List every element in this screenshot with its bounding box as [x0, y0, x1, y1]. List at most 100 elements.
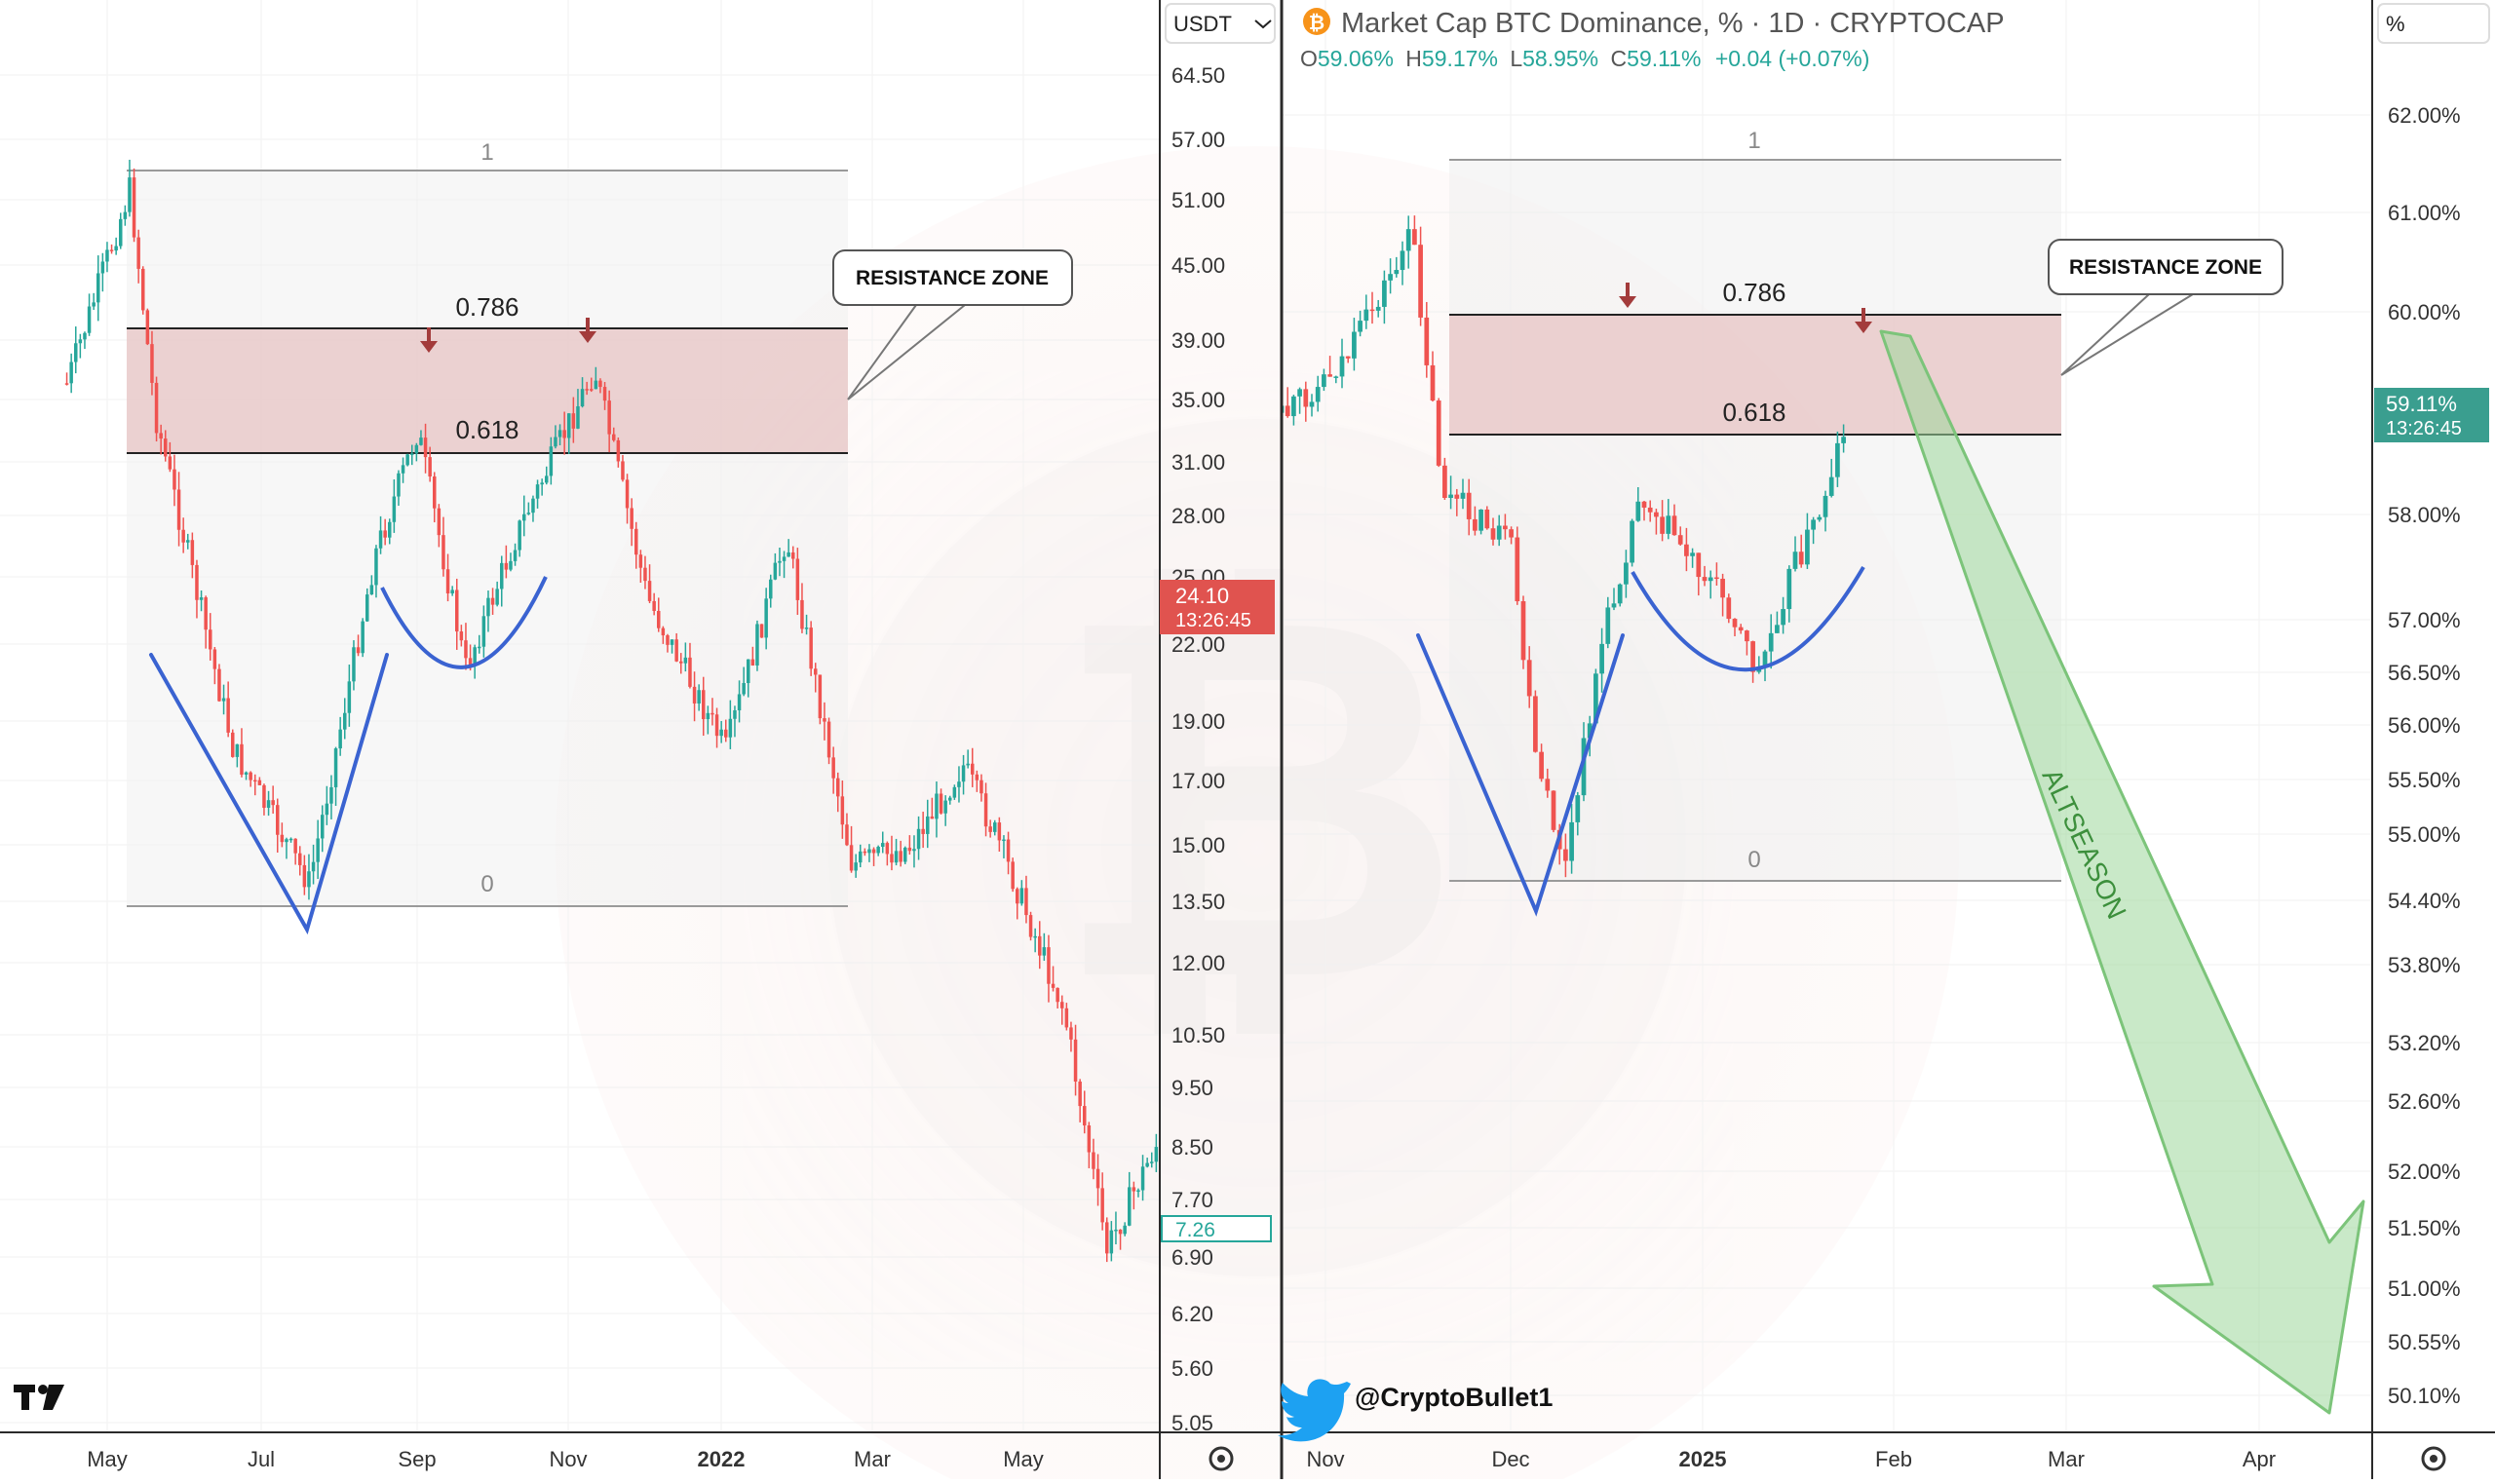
left-fib-retracement[interactable]: 1 0.786 0.618 0 — [127, 139, 848, 907]
tradingview-logo[interactable]: TV — [0, 0, 64, 1410]
candle — [1520, 595, 1526, 669]
candle — [602, 382, 607, 410]
twitter-handle[interactable]: @CryptoBullet1 — [1278, 1379, 1553, 1442]
right-resistance-callout[interactable]: RESISTANCE ZONE — [2048, 239, 2284, 376]
candle — [948, 795, 952, 805]
candle — [1358, 310, 1363, 337]
candle — [562, 411, 566, 455]
candle — [1442, 457, 1447, 500]
candle — [173, 454, 176, 507]
candle — [285, 837, 288, 859]
candle — [478, 634, 481, 654]
right-cup-pattern[interactable] — [1631, 565, 1865, 672]
candle — [1283, 405, 1285, 413]
candle — [159, 424, 163, 455]
candle — [1128, 1171, 1132, 1227]
candle — [209, 613, 212, 661]
candle — [1002, 835, 1006, 858]
candle — [221, 684, 226, 715]
candle — [1019, 880, 1024, 906]
candle — [831, 746, 835, 794]
currency-selector[interactable]: USDT — [1165, 3, 1276, 44]
left-price-tick: 51.00 — [1171, 188, 1225, 212]
left-secondary-price-badge: 7.26 — [1161, 1215, 1272, 1242]
candle — [823, 702, 826, 741]
candle — [414, 442, 419, 462]
left-resistance-callout[interactable]: RESISTANCE ZONE — [832, 249, 1073, 400]
candle — [195, 559, 199, 619]
candle — [154, 376, 159, 442]
right-fib-label-1: 1 — [1747, 128, 1760, 154]
candle — [1545, 768, 1551, 798]
candle — [1805, 513, 1810, 569]
candle — [1285, 387, 1290, 418]
right-time-scale[interactable]: Nov Dec 2025 Feb Mar Apr — [1306, 1447, 2276, 1471]
candle — [854, 854, 858, 878]
candle — [590, 377, 594, 393]
candle — [791, 546, 795, 569]
candle — [199, 590, 204, 612]
left-v-pattern[interactable] — [149, 653, 389, 935]
candle — [747, 659, 750, 698]
candle — [343, 698, 347, 740]
candle — [1484, 506, 1490, 530]
candle — [150, 330, 154, 396]
candle — [531, 495, 535, 522]
candle — [778, 547, 782, 577]
candle — [128, 159, 132, 217]
chevron-down-icon — [1254, 19, 1272, 29]
left-price-tick: 9.50 — [1171, 1076, 1213, 1100]
candle — [1123, 1222, 1127, 1237]
left-price-tick: 31.00 — [1171, 450, 1225, 475]
right-price-tick: 52.60% — [2388, 1089, 2461, 1114]
candle — [930, 797, 935, 819]
candle — [545, 466, 549, 485]
candle — [957, 766, 961, 803]
candle — [773, 552, 778, 581]
candle — [787, 539, 790, 557]
unit-selector[interactable]: % — [2377, 3, 2490, 44]
candle — [1078, 1079, 1082, 1123]
candle — [437, 504, 441, 548]
candle — [1466, 478, 1472, 536]
candle — [92, 292, 96, 310]
candle — [1038, 921, 1042, 970]
candle — [899, 840, 902, 867]
candle — [983, 782, 988, 837]
candle — [1436, 398, 1441, 468]
candle — [365, 588, 369, 623]
candle — [804, 614, 809, 635]
candle — [916, 816, 921, 860]
left-time-tick: Mar — [854, 1447, 891, 1471]
right-price-tick: 56.00% — [2388, 713, 2461, 738]
left-price-tick: 15.00 — [1171, 833, 1225, 857]
candle — [369, 575, 374, 595]
candle — [186, 533, 190, 550]
left-time-scale[interactable]: May Jul Sep Nov 2022 Mar May — [87, 1447, 1044, 1471]
right-top-arrows — [1619, 283, 1872, 333]
candle — [1726, 593, 1732, 624]
candle — [688, 642, 692, 689]
candle — [388, 518, 392, 545]
left-fib-label-0786: 0.786 — [455, 292, 518, 322]
candle — [1114, 1211, 1118, 1245]
candle — [1654, 509, 1659, 535]
right-settings-icon[interactable]: settings-icon — [0, 0, 2446, 1471]
candle — [859, 844, 863, 868]
candle — [733, 705, 737, 738]
right-v-pattern[interactable] — [1416, 633, 1625, 917]
right-price-scale[interactable]: 62.00% 61.00% 60.00% 58.00% 57.00% 56.50% 56.0… — [2388, 103, 2461, 1408]
candle — [495, 581, 499, 607]
candle — [612, 427, 616, 442]
candle — [114, 237, 118, 255]
candle — [598, 378, 602, 394]
left-cup-pattern[interactable] — [380, 576, 548, 669]
candle — [74, 326, 78, 374]
candle — [361, 618, 365, 658]
candle — [926, 799, 930, 849]
left-price-tick: 17.00 — [1171, 769, 1225, 793]
left-settings-icon[interactable]: settings-icon — [0, 0, 1234, 1471]
candle — [1515, 526, 1520, 605]
candle — [257, 777, 262, 785]
left-time-tick: Sep — [398, 1447, 436, 1471]
